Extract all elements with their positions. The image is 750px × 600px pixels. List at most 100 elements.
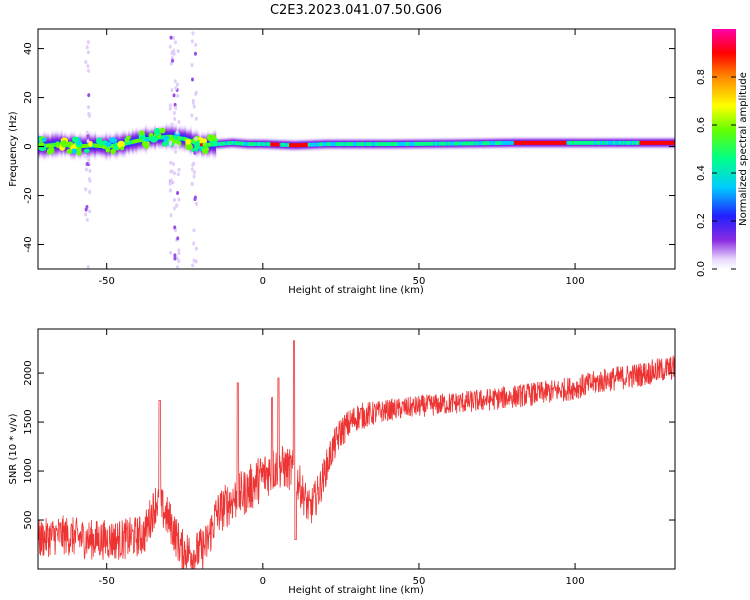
heatmap-speckle [87, 105, 91, 110]
heatmap-core [453, 141, 457, 146]
heatmap-core [401, 142, 404, 146]
heatmap-speckle [169, 178, 173, 183]
heatmap-speckle [173, 116, 177, 121]
heatmap-core [467, 141, 470, 146]
heatmap-core [478, 141, 481, 146]
heatmap-core [577, 140, 580, 145]
heatmap-speckle [86, 64, 90, 69]
heatmap-core [435, 141, 438, 146]
heatmap-core [658, 140, 661, 145]
heatmap-core [660, 140, 663, 145]
heatmap-speckle [86, 68, 90, 73]
heatmap-core [215, 142, 219, 147]
heatmap-core [601, 140, 605, 145]
heatmap-core [334, 142, 337, 147]
heatmap-core [315, 142, 318, 147]
heatmap-core [495, 141, 498, 146]
colorbar-tick-label: 0.4 [696, 165, 707, 181]
heatmap-speckle [169, 140, 173, 145]
heatmap-core [292, 143, 295, 148]
heatmap-core [422, 141, 425, 146]
heatmap-core [564, 140, 567, 145]
heatmap-core [545, 140, 548, 145]
heatmap-core [174, 135, 177, 140]
x-tick-label: 100 [566, 276, 585, 287]
heatmap-core [221, 141, 224, 146]
heatmap-core [541, 140, 545, 145]
heatmap-core [512, 140, 515, 145]
heatmap-speckle [173, 225, 177, 230]
heatmap-core [393, 142, 397, 147]
snr-series-line [38, 340, 675, 569]
heatmap-blob [49, 144, 54, 153]
heatmap-core [227, 141, 230, 146]
heatmap-core [302, 143, 305, 147]
colorbar-tick-label: 0.2 [696, 213, 707, 229]
heatmap-speckle [88, 190, 92, 195]
heatmap-core [206, 142, 209, 147]
heatmap-blob [126, 135, 131, 140]
heatmap-core [137, 138, 140, 143]
heatmap-core [500, 141, 503, 145]
heatmap-core [178, 136, 181, 141]
heatmap-core [568, 140, 571, 145]
heatmap-core [444, 141, 447, 146]
heatmap-core [326, 142, 329, 147]
heatmap-blob [66, 148, 73, 154]
heatmap-speckle [170, 50, 174, 55]
heatmap-speckle [86, 133, 90, 138]
heatmap-core [96, 143, 99, 148]
heatmap-speckle [194, 116, 198, 121]
heatmap-core [388, 142, 391, 147]
heatmap-core [521, 140, 524, 145]
heatmap-core [52, 142, 56, 147]
heatmap-core [172, 135, 176, 140]
heatmap-core [392, 142, 395, 147]
heatmap-core [320, 142, 324, 147]
figure-title: C2E3.2023.041.07.50.G06 [270, 3, 442, 18]
heatmap-speckle [174, 86, 178, 91]
heatmap-core [337, 142, 340, 147]
heatmap-core [648, 140, 651, 145]
heatmap-core [620, 140, 623, 145]
heatmap-speckle [169, 160, 173, 165]
heatmap-core [485, 141, 488, 146]
heatmap-core [525, 140, 528, 145]
colorbar-tick-label: 0.6 [696, 117, 707, 133]
heatmap-speckle [172, 198, 176, 203]
heatmap-speckle [176, 191, 180, 196]
heatmap-speckle [193, 51, 197, 56]
heatmap-blob [88, 140, 93, 148]
heatmap-core [289, 143, 292, 148]
spectrum-heatmap [38, 31, 675, 269]
heatmap-core [562, 140, 565, 145]
heatmap-speckle [176, 265, 180, 269]
heatmap-speckle [190, 63, 194, 68]
heatmap-core [408, 141, 412, 146]
heatmap-speckle [176, 93, 180, 98]
heatmap-core [596, 140, 599, 145]
heatmap-blob [154, 127, 161, 136]
heatmap-core [540, 140, 543, 145]
heatmap-core [579, 140, 582, 145]
heatmap-speckle [177, 251, 181, 256]
heatmap-blob [83, 148, 90, 153]
y-tick-label: 1000 [23, 458, 34, 483]
spectrum-x-axis-label: Height of straight line (km) [288, 285, 424, 296]
heatmap-core [410, 141, 414, 146]
heatmap-speckle [84, 212, 88, 217]
y-tick-label: 0 [23, 143, 34, 149]
heatmap-blob [144, 141, 150, 150]
heatmap-core [369, 142, 372, 147]
heatmap-speckle [85, 162, 89, 167]
heatmap-core [448, 141, 451, 146]
heatmap-core [457, 141, 460, 146]
heatmap-core [161, 135, 164, 140]
colorbar-label: Normalized spectral amplitude [738, 72, 749, 226]
heatmap-core [343, 142, 346, 147]
heatmap-speckle [173, 40, 177, 45]
heatmap-core [472, 141, 475, 146]
heatmap-speckle [176, 172, 180, 177]
heatmap-speckle [172, 93, 176, 98]
spectrum-y-axis-label: Frequency (Hz) [8, 111, 19, 187]
